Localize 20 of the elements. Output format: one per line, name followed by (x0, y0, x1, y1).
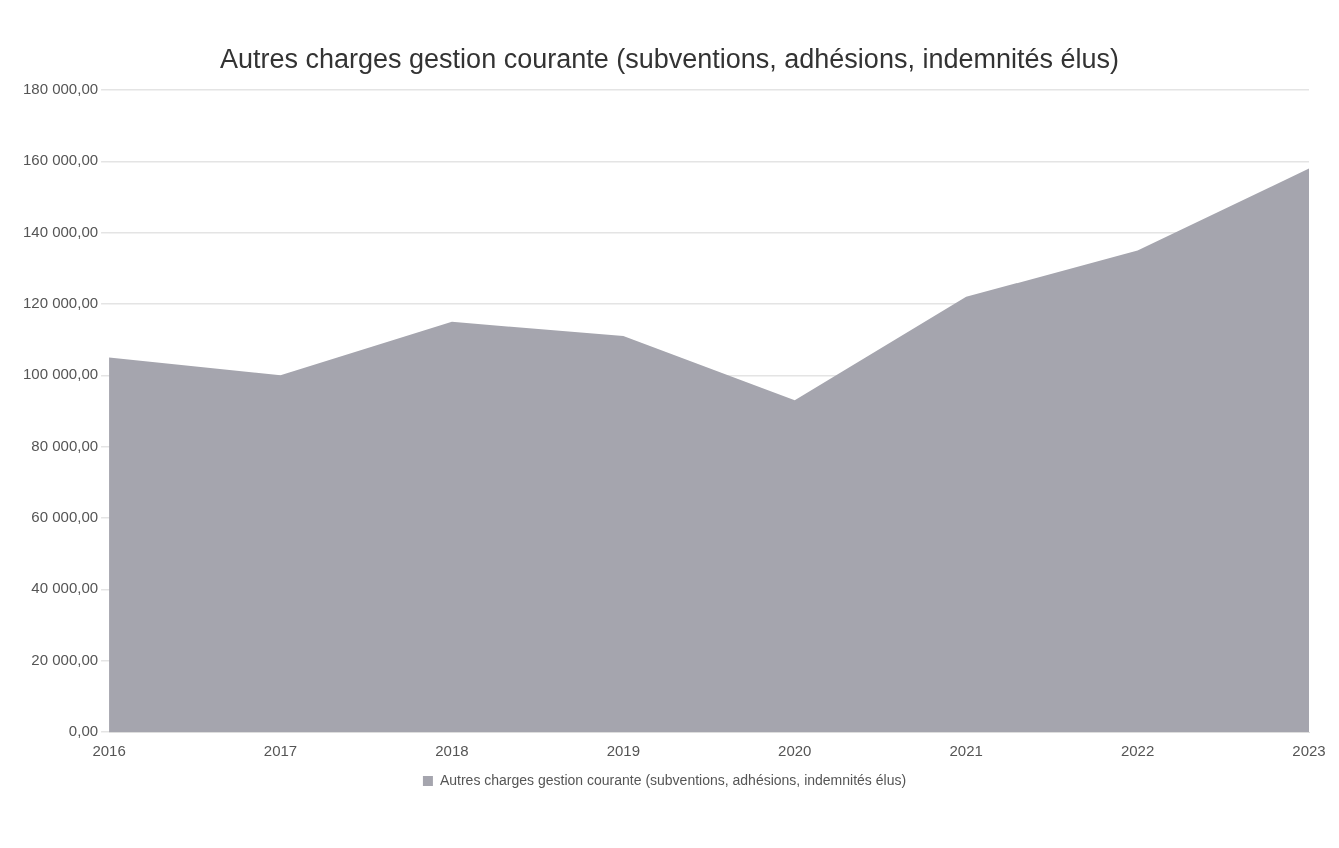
y-tick-label: 120 000,00 (23, 294, 99, 312)
x-tick-label: 2021 (949, 742, 983, 760)
y-tick-label: 0,00 (68, 722, 99, 740)
x-tick-label: 2020 (778, 742, 812, 760)
x-tick-label: 2016 (92, 742, 126, 760)
y-tick-label: 160 000,00 (23, 151, 99, 169)
legend-label: Autres charges gestion courante (subventions, adhésions, indemnités élus) (439, 771, 907, 788)
x-tick-label: 2023 (1292, 742, 1326, 760)
x-tick-label: 2017 (263, 742, 298, 760)
x-tick-label: 2022 (1120, 742, 1155, 760)
y-tick-label: 140 000,00 (23, 222, 99, 240)
y-tick-label: 100 000,00 (23, 365, 99, 383)
y-tick-label: 60 000,00 (31, 508, 99, 526)
x-tick-label: 2019 (606, 742, 641, 760)
x-tick-label: 2018 (435, 742, 469, 760)
y-tick-label: 40 000,00 (31, 579, 99, 597)
chart-title: Autres charges gestion courante (subventions, adhésions, indemnités élus) (219, 43, 1120, 76)
y-tick-label: 80 000,00 (31, 436, 99, 454)
y-tick-label: 180 000,00 (23, 80, 99, 98)
y-tick-label: 20 000,00 (31, 650, 99, 668)
